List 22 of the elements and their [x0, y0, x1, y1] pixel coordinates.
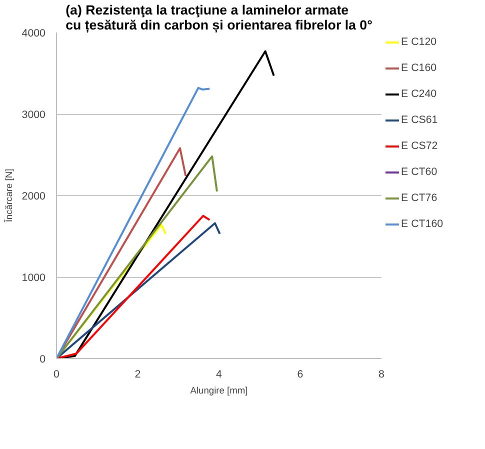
y-axis-title: Încărcare [N] — [2, 168, 14, 224]
y-tick-label: 4000 — [22, 28, 46, 40]
legend-label: E CS61 — [401, 114, 438, 126]
y-tick-label: 3000 — [22, 109, 46, 121]
legend-label: E CT60 — [401, 166, 438, 178]
legend-label: E CS72 — [401, 140, 438, 152]
x-tick-label: 6 — [297, 368, 304, 380]
x-tick-label: 0 — [54, 368, 60, 380]
y-tick-label: 1000 — [22, 272, 46, 284]
x-axis-title: Alungire [mm] — [190, 386, 248, 396]
chart-title: (a) Rezistenţa la tracţiune a laminelor armate cu țesătură din carbon și orientarea fibrelor la 0° — [66, 2, 372, 34]
x-tick-label: 8 — [378, 368, 385, 380]
legend-label: E CT76 — [401, 192, 438, 204]
y-tick-label: 2000 — [22, 190, 46, 202]
x-tick-label: 2 — [134, 368, 141, 380]
legend-label: E CT160 — [401, 218, 444, 230]
line-series — [56, 86, 211, 358]
y-tick-label: 0 — [40, 354, 46, 366]
legend-label: E C160 — [401, 62, 437, 74]
legend-label: E C240 — [401, 88, 437, 100]
legend-label: E C120 — [401, 36, 437, 48]
x-tick-label: 4 — [216, 368, 222, 380]
